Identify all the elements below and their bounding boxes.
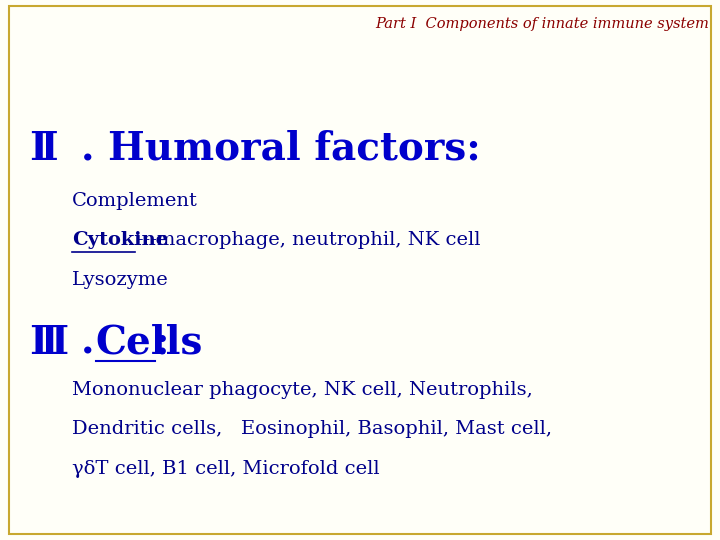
Text: γδT cell, B1 cell, Microfold cell: γδT cell, B1 cell, Microfold cell: [72, 460, 379, 477]
Text: .: .: [81, 324, 108, 362]
FancyBboxPatch shape: [9, 6, 711, 534]
Text: . Humoral factors:: . Humoral factors:: [81, 130, 480, 167]
Text: Cytokine: Cytokine: [72, 231, 168, 249]
Text: Mononuclear phagocyte, NK cell, Neutrophils,: Mononuclear phagocyte, NK cell, Neutroph…: [72, 381, 533, 399]
Text: Lysozyme: Lysozyme: [72, 271, 168, 288]
Text: Ⅱ: Ⅱ: [29, 130, 58, 167]
Text: ---macrophage, neutrophil, NK cell: ---macrophage, neutrophil, NK cell: [137, 231, 480, 249]
Text: Cells: Cells: [96, 324, 203, 362]
Text: :: :: [155, 324, 169, 362]
Text: Ⅲ: Ⅲ: [29, 324, 68, 362]
Text: Dendritic cells,   Eosinophil, Basophil, Mast cell,: Dendritic cells, Eosinophil, Basophil, M…: [72, 420, 552, 438]
Text: Part Ⅰ  Components of innate immune system: Part Ⅰ Components of innate immune syste…: [375, 17, 709, 31]
Text: Complement: Complement: [72, 192, 198, 210]
